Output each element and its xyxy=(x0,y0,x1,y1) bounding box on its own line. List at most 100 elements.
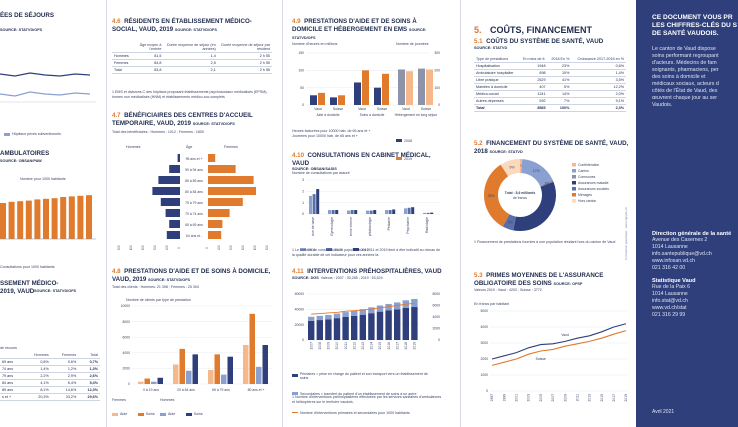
dgs-website-link[interactable]: www.infosan.vd.ch xyxy=(652,258,695,264)
dgs-title: Direction générale de la santé xyxy=(652,231,732,237)
y-tick: 20000 xyxy=(295,323,305,327)
ems-foot-1: Heures facturées pour 10000 hab. de 65 a… xyxy=(292,129,371,133)
stat-email-link[interactable]: info.stat@vd.ch xyxy=(652,298,688,304)
primes-line-suisse xyxy=(491,330,627,366)
amb-bar xyxy=(25,200,32,239)
y-tick: 5000 xyxy=(480,309,488,313)
pyramid-bar-femmes xyxy=(208,187,256,195)
table-header: Hommes xyxy=(22,352,51,359)
panel-heading-2: LES CHIFFRES-CLÉS DU S xyxy=(652,22,737,29)
preh-bar-secondaires xyxy=(359,309,366,315)
preh-bar-primaires xyxy=(385,310,392,340)
aide-bar xyxy=(249,313,255,384)
preh-bar-primaires xyxy=(402,307,409,340)
table-cell: Hospitalisation xyxy=(474,62,519,70)
amb-note: Nombre pour 1000 habitants xyxy=(20,177,66,181)
table-cell: 1,4 xyxy=(163,52,218,60)
preh-bar-secondaires xyxy=(376,305,384,312)
y2-tick: 200 xyxy=(434,69,440,73)
table-cell: 10% xyxy=(547,69,572,77)
section-number: 4.11 xyxy=(292,268,304,275)
group-label: Soins à domicile xyxy=(360,113,385,117)
table-cell: 69 ans xyxy=(0,358,23,366)
ems-bar-2008 xyxy=(374,87,381,105)
column-4: 5. COÛTS, FINANCEMENT 5.1 COÛTS DU SYSTÈ… xyxy=(474,0,634,427)
divider xyxy=(282,0,283,427)
amb-bar xyxy=(34,199,41,239)
pyramid-bar-hommes xyxy=(160,198,180,206)
donut-legend-label: Hors canton xyxy=(578,199,596,203)
donut-legend-label: Ménages xyxy=(578,193,592,197)
donut-center-label-2: de francs xyxy=(513,196,527,200)
section-5-2: 5.2 FINANCEMENT DU SYSTÈME DE SANTÉ, VAU… xyxy=(474,140,630,156)
aide-bar xyxy=(157,377,163,384)
amb-bar xyxy=(60,197,67,239)
primes-suisse-label: Suisse xyxy=(536,357,546,361)
table-cell: 4,1% xyxy=(22,379,51,387)
table-cell: 1,2% xyxy=(50,365,79,373)
donut-slice xyxy=(539,179,554,187)
consult-bar xyxy=(373,210,377,214)
pyramid-bar-femmes xyxy=(208,176,254,184)
x-tick: 2001 xyxy=(515,394,519,402)
pyramid-age-label: 65 à 69 ans xyxy=(185,223,203,227)
stat-website-link[interactable]: www.vd.ch/stat xyxy=(652,305,687,311)
consult-bar xyxy=(369,210,373,214)
table-cell: 6,4% xyxy=(50,379,79,387)
section-number: 4.10 xyxy=(292,152,305,159)
x-tick: 65 à 79 ans xyxy=(212,388,230,392)
x-tick: Vaud xyxy=(314,107,322,111)
aide-bar xyxy=(151,381,157,384)
x-tick: 2018 xyxy=(404,342,408,350)
ems-foot-2: Journées pour 10000 hab. de 65 ans et + xyxy=(292,134,358,138)
preh-note: 1 Nombre d'interventions préhospitalière… xyxy=(292,395,442,404)
legend-2019: 2019 xyxy=(396,157,412,161)
column-2: 4.6 RÉSIDENTS EN ÉTABLISSEMENT MÉDICO-SO… xyxy=(112,0,276,427)
section-4-11: 4.11 INTERVENTIONS PRÉHOSPITALIÈRES, VAU… xyxy=(292,268,442,280)
divider xyxy=(106,0,107,427)
y-tick: 0 xyxy=(302,103,304,107)
section-source: SOURCE: OFSP xyxy=(553,281,583,286)
section-4-9: 4.9 PRESTATIONS D'AIDE ET DE SOINS À DOM… xyxy=(292,18,442,43)
x-tick: 2008 xyxy=(318,342,322,350)
donut-legend-label: Confédération xyxy=(578,163,599,167)
y2-tick: 300 xyxy=(434,51,440,55)
section-title: PRIMES MOYENNES DE L'ASSURANCE OBLIGATOI… xyxy=(474,272,604,287)
donut-legend-label: Communes xyxy=(578,175,596,179)
y2-tick: 2000 xyxy=(432,327,440,331)
pyramid-tick: 0 xyxy=(205,247,209,249)
x-tick: 2007 xyxy=(309,342,313,350)
aide-legend-hommes: Hommes Aide Soins xyxy=(160,398,209,421)
y-tick: 50 xyxy=(300,86,304,90)
section-4-7: 4.7 BÉNÉFICIAIRES DES CENTRES D'ACCUEIL … xyxy=(112,112,276,135)
preh-bar-primaires xyxy=(411,307,418,340)
stat-city: 1014 Lausanne xyxy=(652,291,688,297)
y-tick: 4000 xyxy=(122,351,130,355)
pyramid-tick: 500 xyxy=(265,245,269,250)
ems-bar-2019 xyxy=(382,73,389,105)
ems-bar-2008 xyxy=(354,82,361,105)
table-header: Durée moyenne de séjour (en années) xyxy=(163,42,218,53)
table-cell: 89 ans xyxy=(0,386,23,394)
section-source: SOURCE: STATVD/OFS xyxy=(174,27,217,32)
primes-subtitle: Valeurs 2019 : Vaud : 4202 ; Suisse : 37… xyxy=(474,288,542,293)
x-tick: 2013 xyxy=(361,342,365,350)
dgs-email-link[interactable]: info.santepublique@vd.ch xyxy=(652,251,712,257)
table-cell: 1,4% xyxy=(22,365,51,373)
section-source: SOURCE: OBSAN/PAW xyxy=(0,159,42,163)
donut-slice xyxy=(484,164,510,227)
section-source: SOURCE: STATVD/OFS xyxy=(0,28,43,32)
section-title-sejours: ÉES DE SÉJOURS xyxy=(0,12,54,19)
y-tick: 40000 xyxy=(295,308,305,312)
table-cell: 0,6% xyxy=(50,358,79,366)
table-cell: 29,6% xyxy=(78,393,100,401)
section-source: SOURCE: OBSAN/SASIS xyxy=(292,167,337,172)
cat-subtitle: Total des bénéficiaires : Hommes : 1012 … xyxy=(112,130,204,135)
table-cell: 0,6% xyxy=(571,62,626,70)
table-cell: 83,8 xyxy=(130,66,164,74)
aide-ems-chart: 0 50 100 150 0 100 200 300 Vaud Suisse Vaud Suisse V… xyxy=(298,51,440,117)
table-header: Total xyxy=(78,352,100,359)
table-row: 74 ans 1,4% 1,2% 1,3% xyxy=(0,365,100,373)
section-number: 5.3 xyxy=(474,272,483,279)
